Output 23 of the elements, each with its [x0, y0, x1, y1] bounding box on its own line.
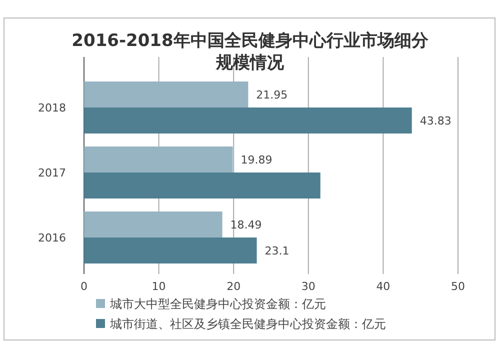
- x-tick-label: 10: [152, 280, 166, 293]
- data-label: 19.89: [240, 154, 272, 166]
- data-label: 21.95: [256, 88, 288, 102]
- data-label: 23.1: [264, 244, 290, 258]
- y-tick-label: 2016: [38, 232, 66, 244]
- bar: [84, 212, 222, 238]
- bar: [84, 146, 233, 172]
- bar: [84, 238, 257, 264]
- bar: [84, 82, 248, 108]
- bar: [84, 108, 412, 134]
- legend-label: 城市街道、社区及乡镇全民健身中心投资金额：亿元: [109, 317, 386, 331]
- x-tick-label: 0: [80, 280, 88, 293]
- y-tick-label: 2018: [38, 102, 66, 114]
- x-tick-label: 40: [376, 280, 390, 293]
- x-tick-label: 20: [226, 280, 241, 293]
- x-tick-label: 30: [301, 280, 316, 293]
- y-tick-label: 2017: [38, 166, 66, 180]
- data-label: 43.83: [420, 114, 452, 128]
- bar: [84, 172, 320, 198]
- data-label: 18.49: [230, 218, 262, 232]
- legend-label: 城市大中型全民健身中心投资金额：亿元: [109, 297, 326, 311]
- chart-title: 2016-2018年中国全民健身中心行业市场细分规模情况: [70, 30, 430, 74]
- x-tick-label: 50: [451, 280, 465, 293]
